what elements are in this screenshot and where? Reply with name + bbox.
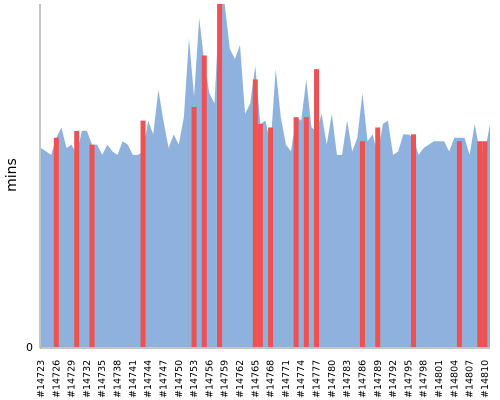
x-tick-label: #14777 bbox=[312, 360, 323, 398]
highlight-bar-14730 bbox=[74, 130, 80, 347]
highlight-bar-14726 bbox=[53, 137, 59, 347]
x-tick-label: #14783 bbox=[342, 360, 353, 398]
highlight-bar-14777 bbox=[314, 69, 320, 348]
x-tick-label: #14798 bbox=[419, 360, 430, 398]
x-tick-label: #14741 bbox=[128, 360, 139, 398]
x-tick-label: #14747 bbox=[158, 360, 169, 398]
x-tick-label: #14723 bbox=[36, 360, 47, 398]
x-tick-label: #14759 bbox=[220, 360, 231, 398]
x-tick-label: #14765 bbox=[250, 360, 261, 398]
highlight-bar-14775 bbox=[303, 117, 309, 347]
y-axis-title: mins bbox=[4, 158, 20, 192]
x-tick-label: #14768 bbox=[266, 360, 277, 398]
x-tick-label: #14729 bbox=[67, 360, 78, 398]
x-tick-label: #14735 bbox=[97, 360, 108, 398]
highlight-bar-14789 bbox=[375, 127, 381, 347]
x-tick-label: #14732 bbox=[82, 360, 93, 398]
highlight-bar-14809 bbox=[477, 141, 483, 347]
x-tick-label: #14726 bbox=[51, 360, 62, 398]
highlight-bar-14786 bbox=[359, 141, 365, 347]
highlight-bar-14796 bbox=[410, 134, 416, 347]
area-series bbox=[41, 4, 490, 347]
x-tick-label: #14801 bbox=[434, 360, 445, 398]
x-tick-label: #14753 bbox=[189, 360, 200, 398]
highlight-bar-14768 bbox=[268, 127, 274, 347]
highlight-bar-14765 bbox=[252, 79, 258, 348]
highlight-overlays bbox=[53, 4, 488, 348]
x-tick-label: #14762 bbox=[235, 360, 246, 398]
highlight-bar-14766 bbox=[257, 124, 263, 347]
x-tick-label: #14750 bbox=[174, 360, 185, 398]
highlight-bar-14743 bbox=[140, 120, 146, 348]
highlight-bar-14733 bbox=[89, 144, 95, 347]
x-tick-label: #14744 bbox=[143, 360, 154, 398]
x-tick-label: #14738 bbox=[113, 360, 124, 398]
x-tick-label: #14771 bbox=[281, 360, 292, 398]
x-tick-label: #14780 bbox=[327, 360, 338, 398]
y-tick-label-0: 0 bbox=[26, 341, 33, 354]
highlight-bar-14805 bbox=[456, 141, 462, 347]
x-tick-label: #14807 bbox=[465, 360, 476, 398]
x-tick-labels: #14723 #14726 #14729 #14732 #14735 #14738 #147… bbox=[36, 360, 491, 398]
highlight-bar-14758 bbox=[217, 4, 223, 347]
x-tick-label: #14789 bbox=[373, 360, 384, 398]
x-tick-label: #14795 bbox=[403, 360, 414, 398]
highlight-bar-14773 bbox=[293, 117, 299, 347]
x-tick-label: #14804 bbox=[449, 360, 460, 398]
highlight-bar-14753 bbox=[191, 106, 197, 348]
highlight-bar-14755 bbox=[201, 55, 207, 347]
x-tick-label: #14774 bbox=[296, 360, 307, 398]
x-tick-label: #14810 bbox=[480, 360, 491, 398]
x-tick-label: #14792 bbox=[388, 360, 399, 398]
x-tick-label: #14786 bbox=[357, 360, 368, 398]
x-tick-label: #14756 bbox=[204, 360, 215, 398]
highlight-bar-14810 bbox=[482, 141, 488, 347]
